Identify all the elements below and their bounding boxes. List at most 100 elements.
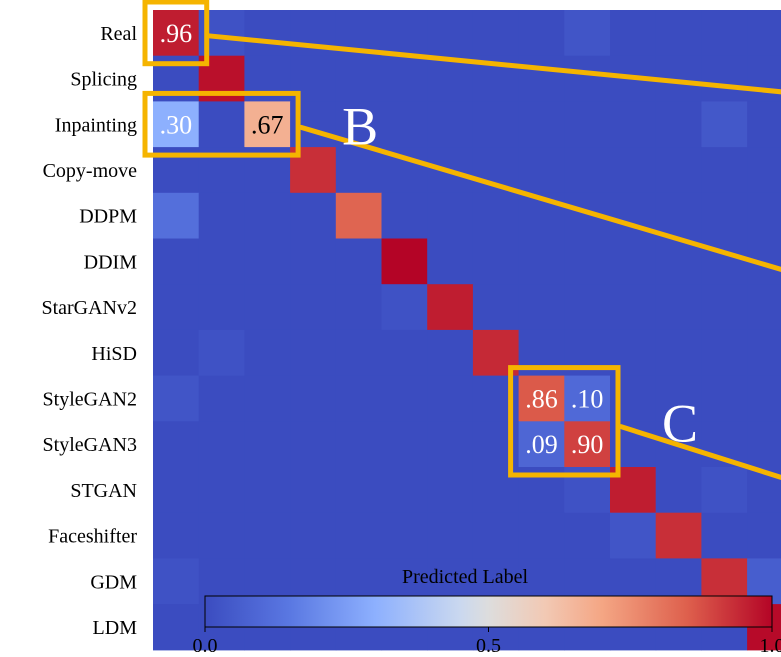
heatmap-cell [244, 238, 291, 285]
row-labels: Real Splicing Inpainting Copy-move DDPM DDIM S… [41, 23, 137, 639]
heatmap-cell [472, 101, 520, 148]
heatmap-cell [153, 558, 200, 605]
heatmap-cell [381, 375, 428, 422]
heatmap-cell [290, 421, 337, 468]
annotation-letter: C [662, 393, 698, 453]
heatmap-cell [335, 421, 383, 468]
cell-value-label: .86 [525, 384, 558, 413]
heatmap-cell [244, 329, 291, 377]
heatmap-cell [518, 284, 565, 331]
heatmap-cell [518, 512, 565, 559]
heatmap-cell [655, 467, 702, 514]
row-label: StyleGAN2 [43, 388, 137, 410]
heatmap-cell [198, 101, 245, 148]
heatmap-cell [153, 238, 200, 285]
heatmap-cell [335, 55, 383, 102]
heatmap-cell [747, 284, 781, 331]
row-label: DDIM [84, 251, 138, 273]
heatmap-cell [655, 192, 702, 240]
heatmap-cell [701, 512, 748, 559]
highlight-box [142, 90, 301, 158]
cell-value-label: .10 [571, 384, 604, 413]
heatmap-cell [747, 375, 781, 422]
heatmap-cell [335, 512, 383, 559]
heatmap-cell [153, 467, 200, 514]
row-label: StarGANv2 [41, 297, 137, 319]
heatmap-cell [564, 238, 611, 285]
heatmap-cell [701, 467, 748, 514]
heatmap-cell [610, 284, 657, 331]
zoom-line [618, 424, 781, 480]
heatmap-cell [381, 55, 428, 102]
heatmap-cell [381, 238, 428, 285]
zoom-lines [207, 33, 781, 480]
heatmap-cell [153, 375, 200, 422]
heatmap-cell [335, 375, 383, 422]
heatmap-cell [381, 512, 428, 559]
heatmap-cell [701, 101, 748, 148]
heatmap-cell [427, 375, 474, 422]
highlight-box [508, 365, 621, 478]
heatmap-cell [290, 284, 337, 331]
heatmap-cell [244, 467, 291, 514]
heatmap-cell [153, 284, 200, 331]
heatmap-cell [427, 192, 474, 240]
heatmap-cell [564, 147, 611, 194]
heatmap-cell [655, 329, 702, 377]
heatmap-cell [747, 192, 781, 240]
heatmap-cell [701, 375, 748, 422]
heatmap-cell [381, 284, 428, 331]
row-label: Real [100, 23, 137, 45]
heatmap-cell [701, 284, 748, 331]
heatmap-cell [610, 238, 657, 285]
heatmap-cell [153, 10, 200, 57]
heatmap-cell [564, 421, 611, 468]
cell-value-label: .30 [160, 110, 193, 139]
heatmap-cell [244, 375, 291, 422]
heatmap-cell [518, 375, 565, 422]
heatmap-cell [335, 329, 383, 377]
heatmap-cell [427, 10, 474, 57]
heatmap-cell [381, 101, 428, 148]
heatmap-cell [610, 147, 657, 194]
x-axis-title: Predicted Label [402, 566, 528, 588]
heatmap-cell [153, 604, 200, 651]
heatmap-cell [655, 375, 702, 422]
heatmap-cell [335, 147, 383, 194]
heatmap-cell [655, 512, 702, 559]
heatmap-cell [290, 512, 337, 559]
heatmap-cell [747, 329, 781, 377]
row-label: StyleGAN3 [43, 434, 137, 456]
heatmap-cell [198, 467, 245, 514]
annotation-letters: BC [342, 96, 698, 453]
heatmap-cell [153, 192, 200, 240]
heatmap-cell [518, 147, 565, 194]
heatmap-cell [701, 192, 748, 240]
heatmap-cell [427, 421, 474, 468]
heatmap-cell [153, 329, 200, 377]
heatmap-cell [290, 192, 337, 240]
heatmap-cell [472, 512, 520, 559]
heatmap-cell [518, 55, 565, 102]
heatmap-cell [655, 10, 702, 57]
heatmap-cell [381, 421, 428, 468]
heatmap-cell [427, 329, 474, 377]
highlight-boxes [142, 0, 621, 478]
heatmap-cell [747, 421, 781, 468]
heatmap-cell [564, 375, 611, 422]
highlight-box [142, 0, 210, 67]
row-label: GDM [90, 571, 137, 593]
heatmap-cell [427, 238, 474, 285]
row-label: Inpainting [55, 114, 137, 136]
cell-value-label: .90 [571, 430, 604, 459]
row-label: DDPM [79, 206, 137, 228]
heatmap-cell [335, 238, 383, 285]
colorbar [204, 595, 773, 628]
heatmap-cell [472, 284, 520, 331]
heatmap-cell [472, 10, 520, 57]
heatmap-cell [244, 512, 291, 559]
heatmap-cell [518, 421, 565, 468]
row-label: LDM [93, 617, 138, 639]
heatmap-cell [381, 467, 428, 514]
